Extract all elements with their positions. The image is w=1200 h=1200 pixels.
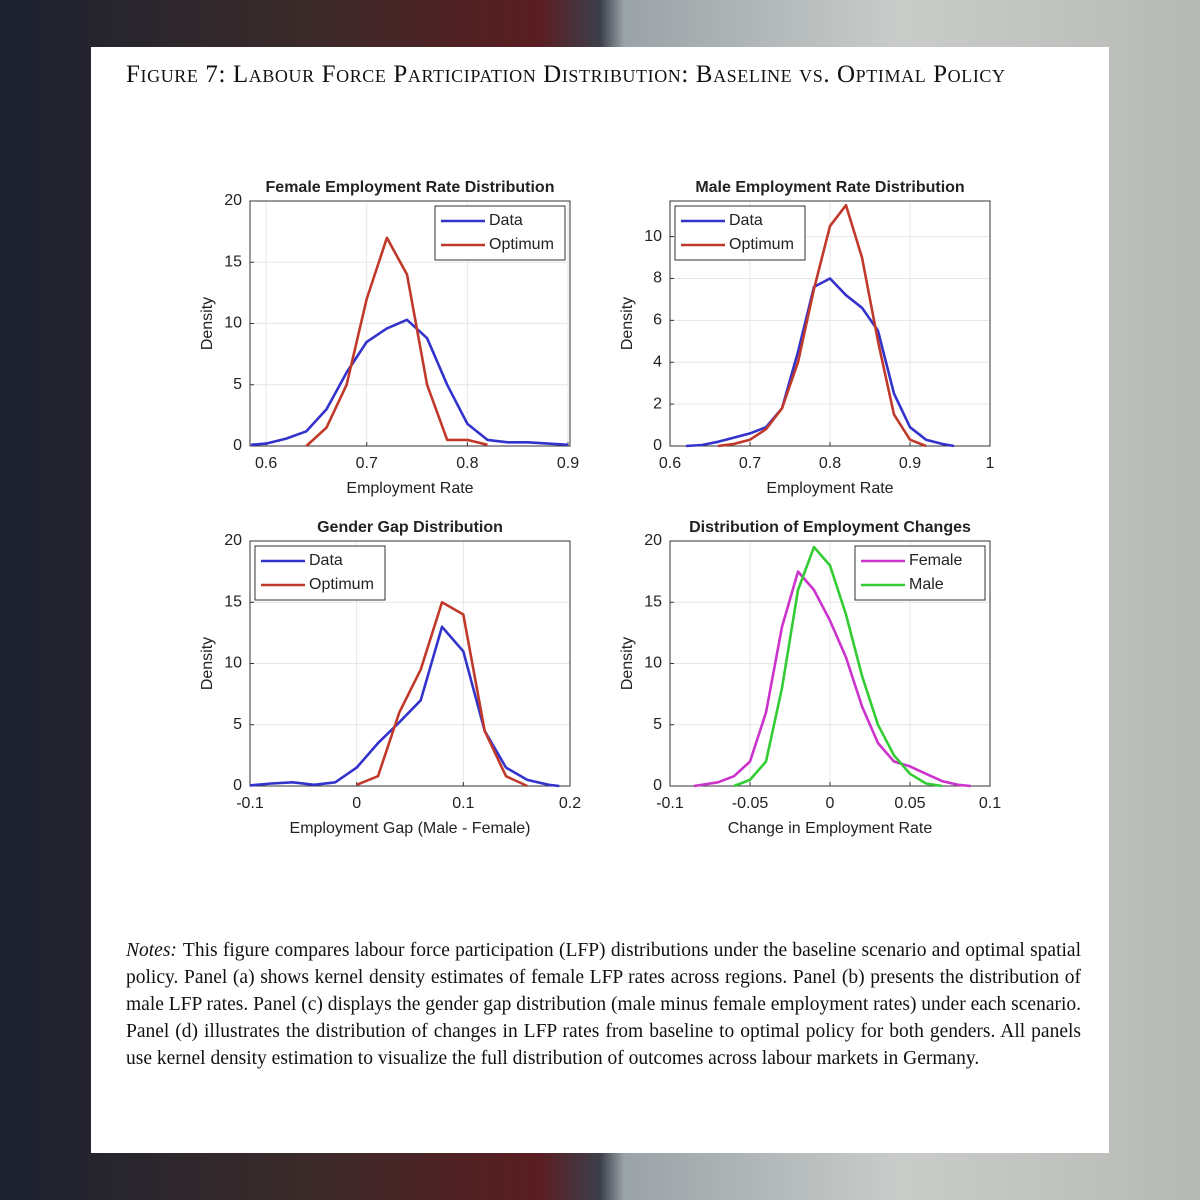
legend-label: Optimum: [729, 236, 794, 253]
x-tick-label: 0.7: [356, 455, 378, 472]
notes: Notes: This figure compares labour force …: [126, 937, 1081, 1072]
y-tick-label: 10: [224, 655, 242, 672]
legend-box: [434, 205, 566, 261]
y-tick-label: 15: [644, 593, 662, 610]
y-tick-label: 8: [653, 270, 662, 287]
x-tick-label: -0.1: [656, 795, 684, 812]
chart-title: Distribution of Employment Changes: [689, 519, 971, 536]
x-tick-label: 0: [352, 795, 361, 812]
y-axis-label: Density: [199, 637, 216, 690]
x-tick-label: -0.05: [732, 795, 769, 812]
x-tick-label: -0.1: [236, 795, 264, 812]
y-tick-label: 5: [233, 716, 242, 733]
y-tick-label: 4: [653, 353, 662, 370]
y-tick-label: 2: [653, 395, 662, 412]
legend-label: Data: [489, 212, 523, 229]
density-line: [733, 545, 943, 788]
y-tick-label: 10: [224, 315, 242, 332]
y-tick-label: 0: [233, 437, 242, 454]
notes-text: This figure compares labour force partic…: [126, 940, 1082, 1069]
x-tick-label: 0: [826, 795, 835, 812]
figure-caption: Figure 7: Labour Force Participation Dis…: [126, 59, 1081, 91]
density-line: [250, 318, 569, 447]
legend-box: [674, 205, 806, 261]
density-line: [693, 570, 971, 788]
y-tick-label: 6: [653, 312, 662, 329]
x-axis-label: Employment Rate: [766, 480, 893, 497]
legend-box: [854, 545, 986, 601]
chart-title: Gender Gap Distribution: [317, 519, 503, 536]
y-axis-label: Density: [619, 637, 636, 690]
x-tick-label: 0.9: [899, 455, 921, 472]
y-axis-label: Density: [619, 297, 636, 350]
figure-title: Labour Force Participation Distribution:…: [232, 61, 1006, 88]
axes-box: [669, 200, 991, 447]
density-line: [717, 203, 927, 448]
density-line: [356, 601, 528, 788]
y-axis-label: Density: [199, 297, 216, 350]
x-tick-label: 0.05: [894, 795, 925, 812]
y-tick-label: 20: [224, 192, 242, 209]
y-tick-label: 10: [644, 655, 662, 672]
figure-label: Figure 7:: [126, 61, 226, 88]
y-tick-label: 0: [653, 777, 662, 794]
y-tick-label: 15: [224, 253, 242, 270]
legend-label: Male: [909, 576, 944, 593]
y-tick-label: 5: [653, 716, 662, 733]
y-tick-label: 10: [644, 228, 662, 245]
x-tick-label: 0.8: [456, 455, 478, 472]
paper: Figure 7: Labour Force Participation Dis…: [91, 47, 1109, 1153]
x-tick-label: 0.1: [979, 795, 1001, 812]
x-tick-label: 0.1: [452, 795, 474, 812]
x-axis-label: Change in Employment Rate: [728, 820, 933, 837]
legend-label: Data: [309, 552, 343, 569]
x-tick-label: 1: [986, 455, 995, 472]
y-tick-label: 15: [224, 593, 242, 610]
density-line: [305, 236, 488, 447]
x-tick-label: 0.2: [559, 795, 581, 812]
x-tick-label: 0.6: [255, 455, 277, 472]
density-line: [249, 625, 560, 788]
legend-label: Optimum: [309, 576, 374, 593]
axes-box: [669, 540, 991, 787]
legend-label: Optimum: [489, 236, 554, 253]
axes-box: [249, 540, 571, 787]
y-tick-label: 20: [644, 532, 662, 549]
x-axis-label: Employment Gap (Male - Female): [290, 820, 531, 837]
x-tick-label: 0.8: [819, 455, 841, 472]
chart-title: Female Employment Rate Distribution: [266, 179, 555, 196]
y-tick-label: 20: [224, 532, 242, 549]
y-tick-label: 5: [233, 376, 242, 393]
density-line: [685, 277, 955, 448]
legend-label: Female: [909, 552, 962, 569]
x-axis-label: Employment Rate: [346, 480, 473, 497]
x-tick-label: 0.7: [739, 455, 761, 472]
notes-label: Notes:: [126, 940, 177, 961]
legend-box: [254, 545, 386, 601]
axes-box: [249, 200, 571, 447]
y-tick-label: 0: [653, 437, 662, 454]
legend-label: Data: [729, 212, 763, 229]
x-tick-label: 0.9: [557, 455, 579, 472]
chart-title: Male Employment Rate Distribution: [695, 179, 964, 196]
y-tick-label: 0: [233, 777, 242, 794]
x-tick-label: 0.6: [659, 455, 681, 472]
